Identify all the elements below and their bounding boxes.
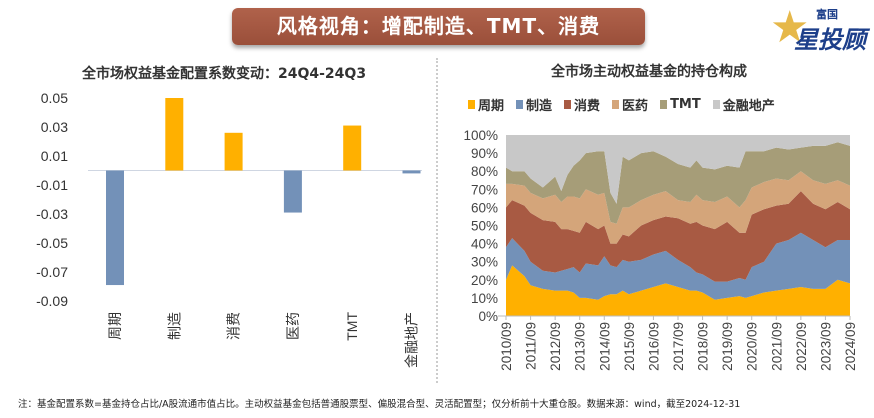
y-tick-label: -0.01 (36, 177, 68, 193)
bar (106, 170, 124, 286)
logo: ★ 富国 星投顾 (770, 2, 870, 55)
legend-item: 制造 (516, 95, 552, 114)
y-tick-label: 60% (471, 200, 498, 215)
y-tick-label: 0.05 (41, 90, 68, 106)
legend-item: 医药 (612, 95, 648, 114)
y-tick-label: -0.07 (36, 264, 68, 280)
y-tick-label: 30% (471, 255, 498, 270)
bar (283, 170, 302, 213)
logo-big-text: 星投顾 (794, 26, 866, 54)
y-tick-label: 20% (471, 273, 498, 288)
bar (224, 132, 243, 171)
x-tick-label: 2018/09 (696, 322, 711, 371)
y-tick-label: 100% (463, 128, 498, 143)
page-title-banner: 风格视角：增配制造、TMT、消费 (232, 8, 645, 45)
x-tick-label: 2011/09 (524, 322, 539, 370)
legend-label: 周期 (478, 99, 505, 114)
area-series-制造 (506, 232, 850, 300)
y-tick-label: 70% (471, 182, 498, 197)
x-tick-label: 2013/09 (573, 322, 588, 371)
area-series-医药 (506, 171, 850, 244)
legend-item: TMT (660, 95, 701, 114)
area-chart-title: 全市场主动权益基金的持仓构成 (551, 64, 747, 80)
bar (402, 170, 421, 174)
area-series-TMT (506, 142, 850, 224)
x-tick-label: 2016/09 (646, 322, 661, 371)
bar-chart: 0.05 0.03 0.01 -0.01 -0.03 -0.05 -0.07 -0.09 周期 制… (36, 90, 422, 368)
bar (165, 98, 184, 171)
area-chart: 0% 10% 20% 30% 40% 50% 60% 70% 80% 90% 100% 2010/09… (463, 128, 858, 371)
bar (343, 125, 362, 171)
x-tick-label: 周期 (107, 312, 123, 340)
legend-swatch (712, 100, 720, 109)
area-series-金融地产 (506, 135, 850, 204)
legend-label: TMT (670, 97, 701, 112)
y-tick-label: 0.03 (41, 119, 68, 135)
legend-swatch (468, 100, 475, 109)
x-tick-label: 2014/09 (597, 322, 612, 371)
legend-label: 金融地产 (722, 99, 775, 114)
y-tick-label: 50% (471, 219, 498, 234)
y-tick-label: 10% (471, 291, 498, 306)
y-tick-label: 90% (471, 146, 498, 161)
legend-swatch (660, 100, 668, 109)
legend-swatch (564, 100, 572, 109)
legend-swatch (612, 100, 620, 109)
x-tick-label: 金融地产 (404, 312, 420, 368)
divider (436, 58, 438, 383)
x-tick-label: 2024/09 (843, 322, 858, 371)
x-tick-label: 消费 (226, 312, 242, 340)
legend-label: 医药 (622, 99, 649, 114)
legend: 周期 制造 消费 医药 TMT 金融地产 (468, 95, 775, 114)
legend-item: 消费 (564, 95, 600, 114)
x-tick-label: 2020/09 (745, 322, 760, 371)
star-icon: ★ (770, 2, 810, 53)
x-tick-label: 2015/09 (622, 322, 637, 371)
legend-swatch (516, 100, 524, 109)
legend-label: 消费 (574, 99, 601, 114)
area-series-周期 (506, 265, 850, 316)
logo-small-text: 富国 (816, 8, 838, 21)
footnote: 注：基金配置系数=基金持仓占比/A股流通市值占比。主动权益基金包括普通股票型、偏… (18, 399, 741, 410)
y-tick-label: -0.03 (36, 206, 68, 222)
legend-item: 金融地产 (712, 95, 775, 114)
x-tick-label: 制造 (166, 312, 182, 340)
y-tick-label: 0% (478, 309, 498, 324)
x-tick-label: 2019/09 (720, 322, 735, 371)
y-tick-label: -0.05 (36, 235, 68, 251)
y-tick-label: 0.01 (41, 148, 68, 164)
area-series-消费 (506, 191, 850, 282)
x-tick-label: 医药 (285, 312, 301, 340)
legend-label: 制造 (526, 99, 553, 114)
x-tick-label: 2017/09 (671, 322, 686, 371)
x-tick-label: TMT (344, 312, 360, 341)
x-tick-label: 2023/09 (818, 322, 833, 371)
y-tick-label: -0.09 (36, 293, 68, 309)
x-tick-label: 2010/09 (499, 322, 514, 371)
legend-item: 周期 (468, 95, 504, 114)
y-tick-label: 40% (471, 237, 498, 252)
y-tick-label: 80% (471, 164, 498, 179)
x-tick-label: 2012/09 (548, 322, 563, 371)
bar-chart-title: 全市场权益基金配置系数变动：24Q4-24Q3 (82, 66, 367, 82)
x-tick-label: 2022/09 (794, 322, 809, 371)
x-tick-label: 2021/09 (769, 322, 784, 371)
